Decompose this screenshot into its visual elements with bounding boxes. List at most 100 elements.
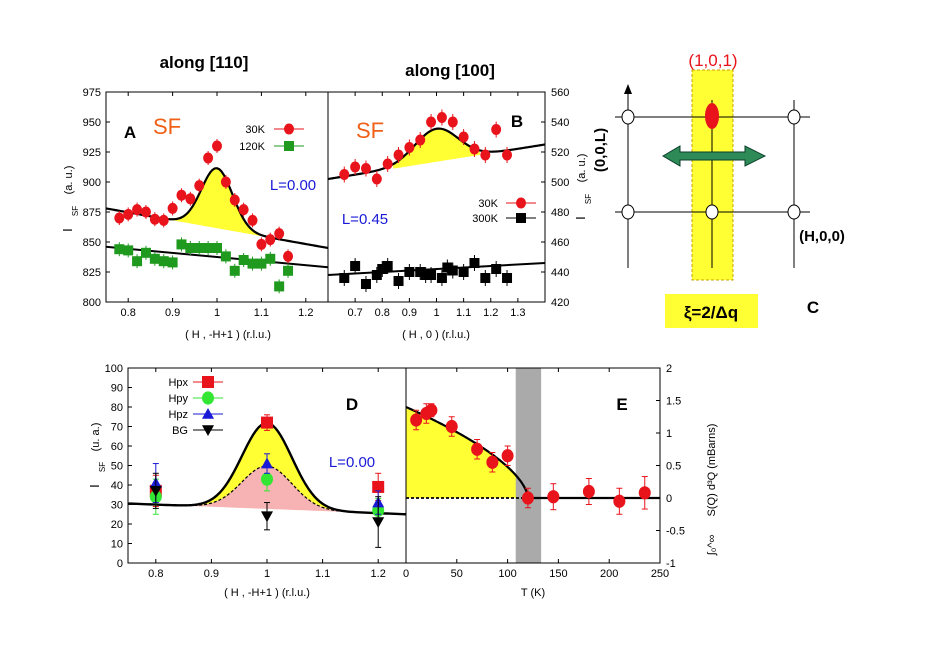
y-tick-label: 900 [83,177,101,189]
legend-120k: 120K [239,141,265,153]
data-point-300k [436,273,447,283]
x-axis-label: ( H , -H+1 ) (r.l.u.) [224,587,310,599]
x-tick-label: 1.1 [456,307,471,319]
data-point-120k [265,253,276,264]
y-axis-label: S(Q) d³Q (mBarns) [706,424,718,517]
x-tick-label: 50 [451,568,463,580]
y-tick-label: 975 [83,87,101,99]
lattice-point-lower-middle [705,204,719,220]
data-point-30k [415,134,426,146]
sf-label: SF [153,114,181,139]
lattice-point-upper-right [787,109,801,125]
y-axis-sub: SF [584,194,593,204]
x-tick-label: 250 [651,568,669,580]
legend-hpy: Hpy [168,393,188,405]
order-fill [406,407,528,498]
y-tick-label: 925 [83,147,101,159]
data-point-30k [274,228,285,240]
y-axis-unit: (u. a.) [90,423,102,452]
legend-marker-300k [516,213,526,223]
data-point-data [471,442,484,456]
x-tick-label: 1.1 [254,307,269,319]
legend-hpz: Hpz [168,409,188,421]
data-point-120k [194,243,205,253]
data-point-120k [149,253,160,264]
data-point-bg [149,486,162,497]
x-tick-label: 0.9 [165,307,180,319]
data-point-data [582,484,595,499]
data-point-30k [404,142,415,153]
data-point-30k [350,161,361,173]
data-point-30k [203,152,214,164]
y-tick-label: 850 [83,237,101,249]
data-point-120k [274,281,285,292]
y-axis-unit: (a. u.) [63,166,75,195]
y-tick-label: 0 [666,493,672,505]
data-point-30k [220,176,231,188]
data-point-data [445,419,458,434]
x-tick-label: 0.7 [347,307,362,319]
y-tick-label: -1 [666,558,676,570]
data-point-30k [447,116,458,128]
data-point-300k [371,270,382,280]
x-tick-label: 0.8 [148,568,163,580]
data-point-300k [442,262,453,273]
y-axis-sub: SF [71,206,80,216]
y-tick-label: 30 [111,500,123,512]
xi-label: ξ=2/Δq [684,303,738,322]
data-point-120k [132,256,143,267]
legend-marker-30k [284,123,294,135]
x-axis-label: ( H , -H+1 ) (r.l.u.) [185,329,271,341]
y-tick-label: 440 [551,267,569,279]
data-point-30k [176,189,187,201]
x-tick-label: 1 [214,307,220,319]
y-tick-label: -0.5 [666,526,685,538]
y-tick-label: 560 [551,87,569,99]
y-tick-label: 40 [111,480,123,492]
y-tick-label: 480 [551,207,569,219]
data-point-30k [502,149,513,161]
data-point-300k [447,265,458,276]
data-point-30k [426,116,437,128]
y-tick-label: 950 [83,117,101,129]
data-point-120k [114,244,125,255]
data-point-hpz [261,457,273,469]
x-tick-label: 1.2 [298,307,313,319]
l-value-label: L=0.00 [329,454,375,471]
data-point-30k [360,163,371,174]
y-axis-sub: SF [98,462,107,472]
legend-bg: BG [172,425,188,437]
y-tick-label: 20 [111,519,123,531]
data-point-120k [220,251,231,262]
background-line [327,262,546,276]
data-point-120k [212,243,222,253]
x-tick-label: 150 [549,568,567,580]
legend-marker-hpx [202,376,214,388]
legend-30k: 30K [478,198,498,210]
y-tick-label: 420 [551,297,569,309]
y-tick-label: 60 [111,441,123,453]
data-point-30k [238,204,249,216]
y-tick-label: 1.5 [666,396,681,408]
x-axis-label: ( H , 0 ) (r.l.u.) [402,329,470,341]
data-point-120k [256,258,267,269]
data-point-data [410,413,423,427]
legend-30k: 30K [245,124,265,136]
magnetic-peak [705,103,719,129]
data-point-data [425,403,438,417]
data-point-30k [247,214,258,226]
data-point-data [638,486,651,500]
legend-hpx: Hpx [168,377,188,389]
x-tick-label: 1 [264,568,270,580]
panel-a-label: A [124,123,136,142]
data-point-300k [469,258,480,268]
x-tick-label: 0.8 [375,307,390,319]
y-axis-label: I [60,228,75,232]
panel-d-chart: 0.8 0.9 1 1.1 1.2 0 10 20 30 40 50 60 70 80 90 100 D L=0.… [87,363,407,599]
data-point-data [547,490,560,504]
data-point-120k [283,265,294,276]
y-tick-label: 520 [551,147,569,159]
panel-b-chart: 0.7 0.8 0.9 1 1.1 1.2 1.3 420 440 460 480 500 520 540… [327,87,593,341]
x-tick-label: 0.9 [204,568,219,580]
y-axis-label: I [573,216,588,220]
